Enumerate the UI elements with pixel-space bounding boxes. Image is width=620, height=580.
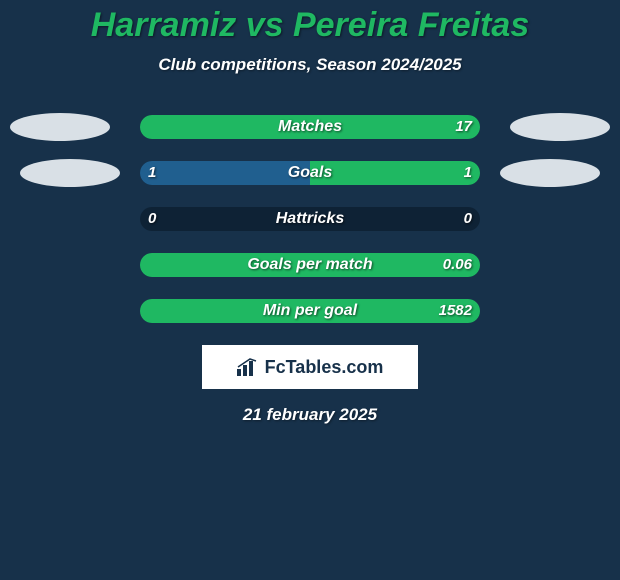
bar-chart-icon [237,358,259,376]
stat-bar-right [140,115,480,139]
stat-bar-track [140,253,480,277]
stat-bar-right [140,253,480,277]
stat-bar-right [140,299,480,323]
player-left-badge [20,159,120,187]
page-title: Harramiz vs Pereira Freitas [0,0,620,45]
stat-rows-container: Matches17 Goals11 Hattricks00 Goals per mat… [0,115,620,323]
date-text: 21 february 2025 [0,405,620,425]
logo-text: FcTables.com [265,357,384,378]
subtitle: Club competitions, Season 2024/2025 [0,55,620,75]
player-left-badge [10,113,110,141]
player-right-badge [510,113,610,141]
stat-bar-left [140,161,310,185]
stat-bar-track [140,115,480,139]
player-right-badge [500,159,600,187]
comparison-infographic: Harramiz vs Pereira Freitas Club competi… [0,0,620,580]
stat-bar-right [310,161,480,185]
stat-row: Goals per match0.06 [0,253,620,277]
stat-row: Min per goal1582 [0,299,620,323]
stat-row: Matches17 [0,115,620,139]
stat-row: Goals11 [0,161,620,185]
stat-bar-track [140,299,480,323]
stat-row: Hattricks00 [0,207,620,231]
stat-bar-track [140,161,480,185]
stat-bar-track [140,207,480,231]
fctables-logo: FcTables.com [202,345,418,389]
